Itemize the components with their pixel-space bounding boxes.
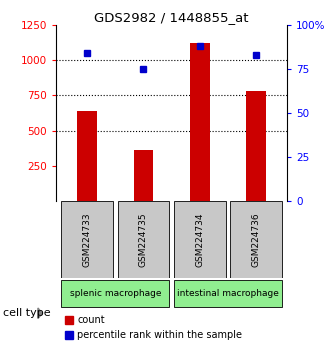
Bar bbox=[61, 280, 169, 307]
Legend: count, percentile rank within the sample: count, percentile rank within the sample bbox=[61, 311, 247, 344]
Bar bbox=[190, 43, 210, 201]
Bar bbox=[117, 201, 169, 278]
Text: GSM224734: GSM224734 bbox=[195, 212, 204, 267]
Bar bbox=[61, 201, 113, 278]
Bar bbox=[246, 91, 266, 201]
Text: splenic macrophage: splenic macrophage bbox=[70, 289, 161, 298]
Text: GSM224735: GSM224735 bbox=[139, 212, 148, 267]
Text: GSM224736: GSM224736 bbox=[251, 212, 261, 267]
Title: GDS2982 / 1448855_at: GDS2982 / 1448855_at bbox=[94, 11, 249, 24]
Bar bbox=[77, 111, 97, 201]
Bar bbox=[174, 280, 282, 307]
Bar bbox=[230, 201, 282, 278]
Bar bbox=[174, 201, 226, 278]
Text: cell type: cell type bbox=[3, 308, 51, 318]
Bar bbox=[134, 150, 153, 201]
Text: GSM224733: GSM224733 bbox=[82, 212, 92, 267]
Text: intestinal macrophage: intestinal macrophage bbox=[177, 289, 279, 298]
